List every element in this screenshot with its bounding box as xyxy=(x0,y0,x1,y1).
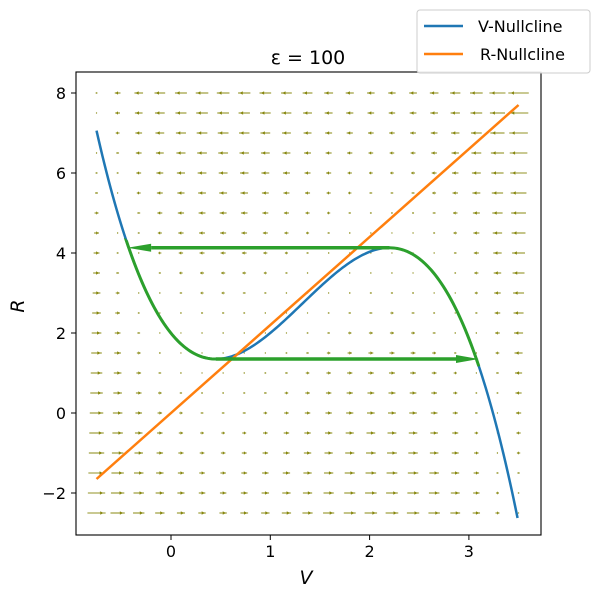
x-tick-label: 3 xyxy=(464,542,474,561)
x-axis: 0 1 2 3 xyxy=(166,535,474,561)
legend: V-Nullcline R-Nullcline xyxy=(416,9,591,74)
y-tick-label: 2 xyxy=(56,324,66,343)
trajectory-left-branch xyxy=(123,238,216,361)
left-arrow-icon xyxy=(127,243,152,252)
x-tick-label: 2 xyxy=(365,542,375,561)
y-tick-label: 8 xyxy=(56,84,66,103)
plot-area xyxy=(75,71,542,536)
x-tick-label: 1 xyxy=(265,542,275,561)
y-tick-label: −2 xyxy=(42,484,66,503)
y-tick-label: 6 xyxy=(56,164,66,183)
legend-label-v-nullcline: V-Nullcline xyxy=(478,17,562,36)
y-tick-label: 4 xyxy=(56,244,66,263)
axes-frame xyxy=(75,71,542,536)
trajectory-right-branch xyxy=(389,246,481,367)
legend-label-r-nullcline: R-Nullcline xyxy=(480,45,565,64)
chart-title: ε = 100 xyxy=(271,47,346,69)
right-arrow-icon xyxy=(455,355,479,363)
y-tick-label: 0 xyxy=(56,404,66,423)
vector-field xyxy=(87,91,529,515)
curves xyxy=(95,104,520,519)
x-tick-label: 0 xyxy=(166,542,176,561)
r-nullcline-line xyxy=(95,104,520,480)
y-axis: −2 0 2 4 6 8 xyxy=(42,84,76,503)
y-axis-label: R xyxy=(7,299,29,312)
x-axis-label: V xyxy=(300,567,315,589)
